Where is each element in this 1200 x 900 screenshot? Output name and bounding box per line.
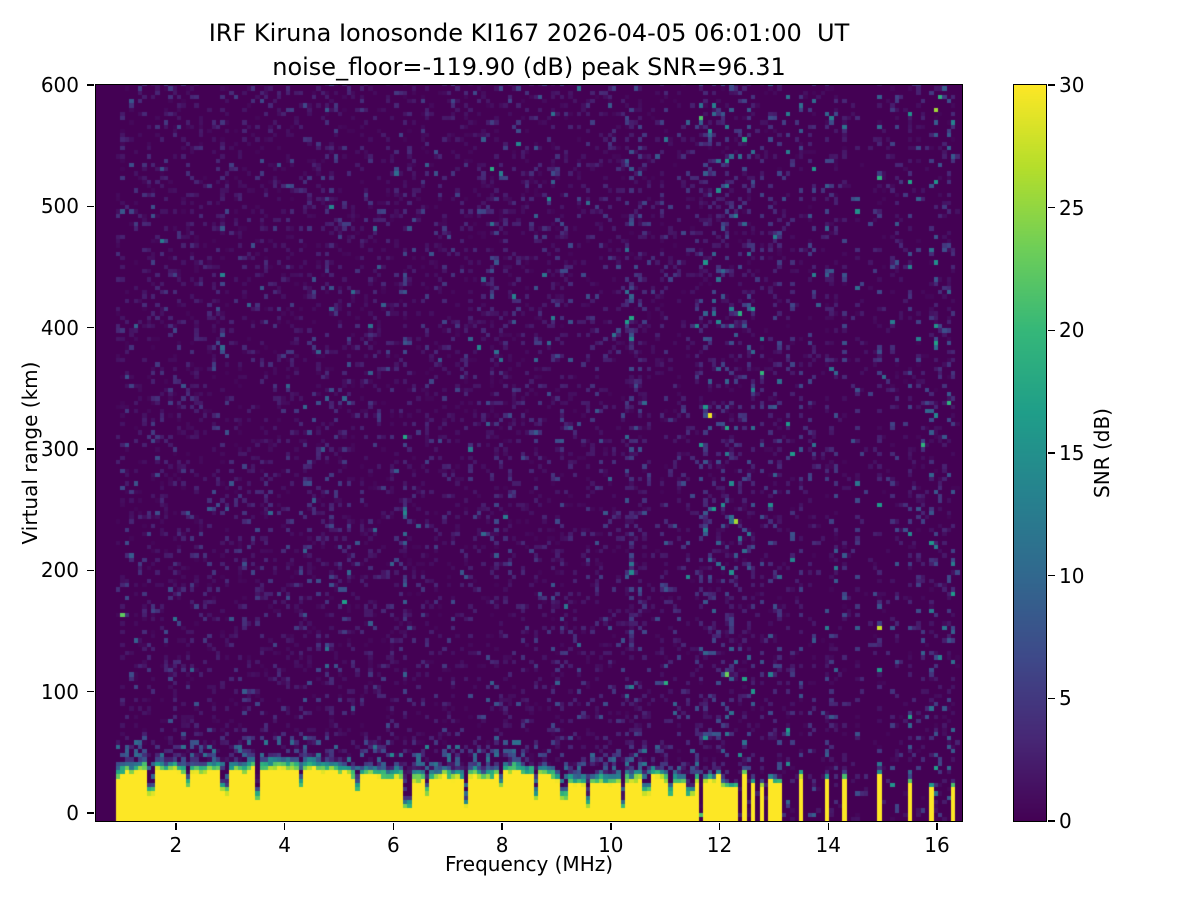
x-tick-mark bbox=[718, 823, 721, 830]
colorbar-tick-label: 30 bbox=[1059, 73, 1085, 97]
x-tick-mark bbox=[392, 823, 395, 830]
x-tick-mark bbox=[175, 823, 177, 830]
x-tick-label: 6 bbox=[386, 833, 400, 857]
chart-title-line2: noise_floor=-119.90 (dB) peak SNR=96.31 bbox=[272, 53, 786, 81]
plot-area bbox=[95, 84, 963, 822]
chart-title-line1: IRF Kiruna Ionosonde KI167 2026-04-05 06… bbox=[208, 19, 850, 47]
x-tick-mark bbox=[610, 823, 612, 830]
colorbar-tick-mark bbox=[1048, 206, 1055, 209]
colorbar-tick-mark bbox=[1048, 820, 1055, 822]
x-tick-label: 14 bbox=[815, 833, 841, 857]
y-tick-mark bbox=[87, 205, 94, 208]
y-tick-label: 300 bbox=[40, 436, 79, 461]
y-tick-label: 100 bbox=[40, 679, 79, 704]
x-axis-label: Frequency (MHz) bbox=[444, 852, 614, 876]
y-tick-mark bbox=[87, 690, 94, 693]
y-tick-mark bbox=[87, 812, 94, 814]
y-tick-label: 600 bbox=[40, 73, 79, 97]
colorbar-tick-label: 20 bbox=[1059, 318, 1085, 343]
colorbar-tick-mark bbox=[1048, 574, 1055, 577]
colorbar-tick-label: 10 bbox=[1059, 563, 1085, 588]
y-tick-mark bbox=[87, 569, 94, 572]
x-tick-mark bbox=[283, 823, 286, 830]
chart-title: IRF Kiruna Ionosonde KI167 2026-04-05 06… bbox=[96, 16, 962, 84]
x-tick-mark bbox=[501, 823, 503, 830]
colorbar-tick-mark bbox=[1048, 329, 1055, 332]
y-tick-mark bbox=[87, 448, 94, 450]
colorbar-tick-label: 25 bbox=[1059, 195, 1085, 220]
y-tick-label: 0 bbox=[66, 800, 79, 825]
x-tick-label: 2 bbox=[169, 833, 183, 857]
colorbar-tick-label: 15 bbox=[1059, 441, 1085, 465]
y-tick-mark bbox=[87, 84, 94, 86]
x-tick-label: 10 bbox=[598, 833, 624, 857]
x-tick-label: 16 bbox=[924, 833, 950, 857]
x-tick-mark bbox=[827, 823, 830, 830]
y-tick-label: 500 bbox=[40, 194, 79, 219]
colorbar-gradient-canvas bbox=[1014, 85, 1046, 821]
colorbar-tick-label: 0 bbox=[1059, 809, 1072, 833]
colorbar-tick-label: 5 bbox=[1059, 686, 1072, 711]
colorbar bbox=[1013, 84, 1047, 822]
x-tick-label: 12 bbox=[706, 833, 733, 857]
ionogram-heatmap-canvas bbox=[96, 85, 962, 821]
y-tick-label: 400 bbox=[40, 315, 79, 340]
x-tick-label: 8 bbox=[495, 833, 509, 857]
x-tick-label: 4 bbox=[278, 833, 291, 857]
colorbar-tick-mark bbox=[1048, 84, 1055, 86]
x-tick-mark bbox=[936, 823, 938, 830]
colorbar-tick-mark bbox=[1048, 452, 1055, 454]
y-tick-label: 200 bbox=[40, 558, 79, 583]
colorbar-tick-mark bbox=[1048, 697, 1055, 700]
y-tick-mark bbox=[87, 326, 94, 329]
